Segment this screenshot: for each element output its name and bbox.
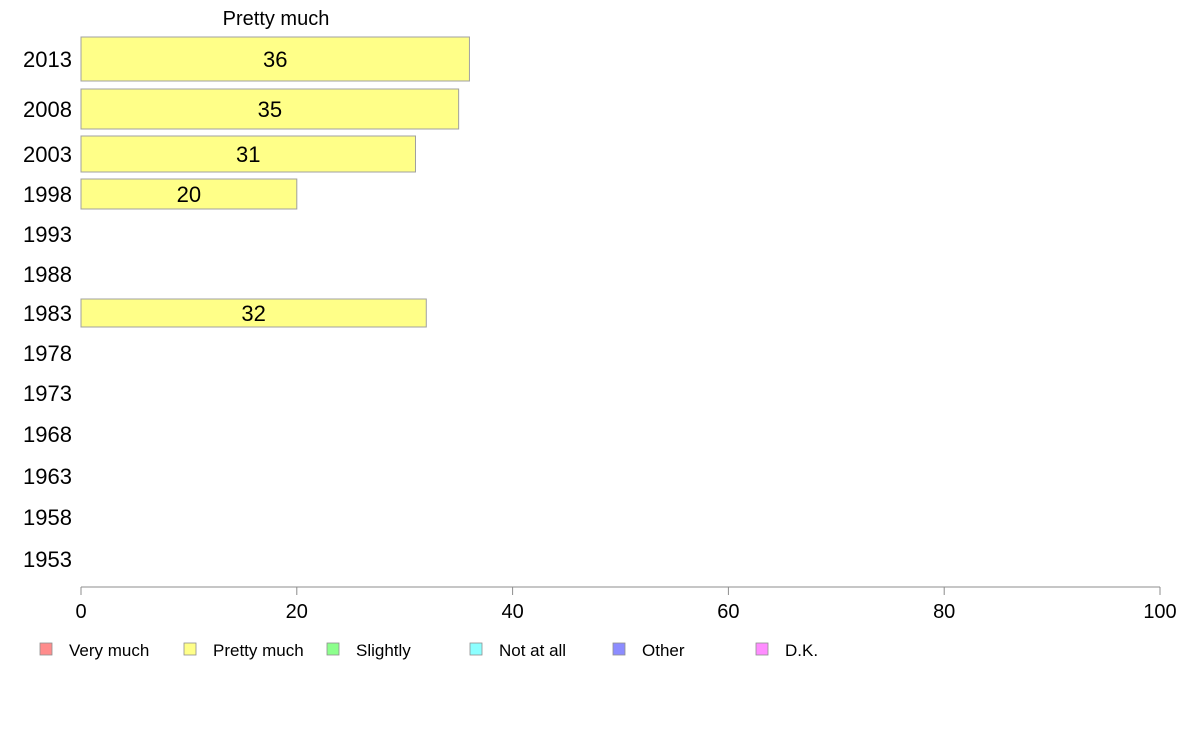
y-tick-label: 1958 — [23, 505, 72, 530]
legend-label: Other — [642, 641, 685, 660]
bars: 36 35 31 20 32 — [80, 36, 470, 328]
y-tick-label: 1973 — [23, 381, 72, 406]
y-tick-label: 1968 — [23, 422, 72, 447]
bar-data-label: 20 — [177, 182, 201, 207]
legend-swatch — [612, 642, 626, 656]
y-tick-label: 1998 — [23, 182, 72, 207]
legend-swatch — [469, 642, 483, 656]
legend-swatch — [326, 642, 340, 656]
legend-label: Very much — [69, 641, 149, 660]
bar — [80, 298, 427, 328]
bar-data-label: 31 — [236, 142, 260, 167]
legend-label: Slightly — [356, 641, 411, 660]
y-tick-label: 1993 — [23, 222, 72, 247]
bar — [80, 178, 298, 210]
legend-item: Very much — [39, 641, 149, 660]
legend-item: Pretty much — [183, 641, 304, 660]
y-tick-label: 2013 — [23, 47, 72, 72]
legend-item: D.K. — [755, 641, 818, 660]
bar-data-label: 36 — [263, 47, 287, 72]
x-tick-label: 100 — [1143, 601, 1176, 623]
bar — [80, 88, 460, 130]
legend-swatch — [183, 642, 197, 656]
y-tick-label: 1978 — [23, 341, 72, 366]
x-tick-label: 20 — [286, 601, 308, 623]
legend-swatch — [755, 642, 769, 656]
legend-label: Pretty much — [213, 641, 304, 660]
x-axis: 0 20 40 60 80 100 — [75, 586, 1177, 623]
legend-label: D.K. — [785, 641, 818, 660]
bar-data-label: 32 — [241, 301, 265, 326]
x-tick-label: 40 — [501, 601, 523, 623]
bar — [80, 36, 470, 82]
y-tick-label: 1988 — [23, 262, 72, 287]
y-tick-label: 1983 — [23, 301, 72, 326]
bar — [80, 135, 416, 173]
legend-item: Slightly — [326, 641, 411, 660]
legend-swatch — [39, 642, 53, 656]
legend: Very much Pretty much Slightly Not at all Ot… — [39, 641, 818, 660]
legend-label: Not at all — [499, 641, 566, 660]
x-tick-label: 0 — [75, 601, 86, 623]
legend-item: Not at all — [469, 641, 566, 660]
y-tick-label: 2008 — [23, 97, 72, 122]
y-tick-label: 1953 — [23, 547, 72, 572]
y-tick-label: 2003 — [23, 142, 72, 167]
x-tick-label: 60 — [717, 601, 739, 623]
y-axis-labels: 2013 2008 2003 1998 1993 1988 1983 1978 1973 1968… — [23, 47, 72, 572]
x-tick-label: 80 — [933, 601, 955, 623]
y-tick-label: 1963 — [23, 464, 72, 489]
chart-title: Pretty much — [223, 8, 330, 30]
bar-data-label: 35 — [258, 97, 282, 122]
legend-item: Other — [612, 641, 685, 660]
